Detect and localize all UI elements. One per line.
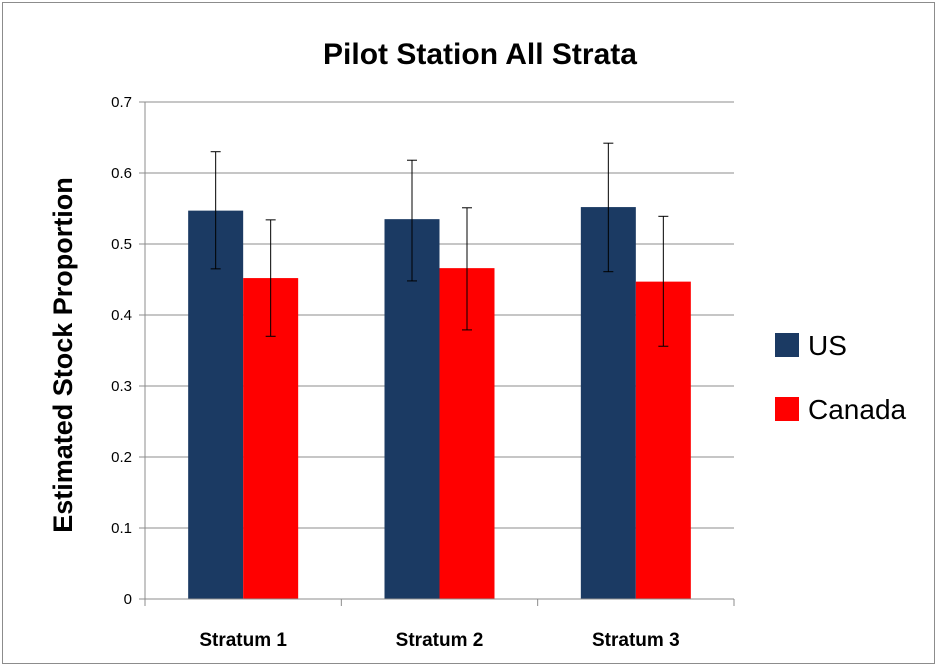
bar-us <box>384 219 440 599</box>
y-tick-label: 0.6 <box>111 165 132 182</box>
y-tick-label: 0.7 <box>111 94 132 111</box>
y-tick-label: 0.2 <box>111 449 132 466</box>
chart-title: Pilot Station All Strata <box>323 38 637 71</box>
legend-swatch-canada <box>775 397 799 421</box>
axes: 0 0.1 0.2 0.3 0.4 0.5 0.6 0.7 Stratum 1 Stratum 2… <box>111 94 735 651</box>
x-tick-label: Stratum 3 <box>592 630 680 651</box>
legend: US Canada <box>775 330 907 425</box>
y-tick-label: 0.1 <box>111 520 132 537</box>
x-tick-label: Stratum 2 <box>396 630 484 651</box>
y-tick-label: 0.5 <box>111 236 132 253</box>
bars <box>188 207 691 599</box>
legend-label-canada: Canada <box>808 394 907 425</box>
y-tick-label: 0 <box>124 591 132 608</box>
bar-us <box>188 210 244 599</box>
y-axis-label: Estimated Stock Proportion <box>48 177 78 533</box>
error-bars <box>210 142 669 347</box>
legend-swatch-us <box>775 333 799 357</box>
legend-label-us: US <box>808 330 847 361</box>
x-tick-label: Stratum 1 <box>199 630 287 651</box>
bar-us <box>580 207 636 599</box>
y-tick-label: 0.3 <box>111 378 132 395</box>
y-tick-label: 0.4 <box>111 307 132 324</box>
